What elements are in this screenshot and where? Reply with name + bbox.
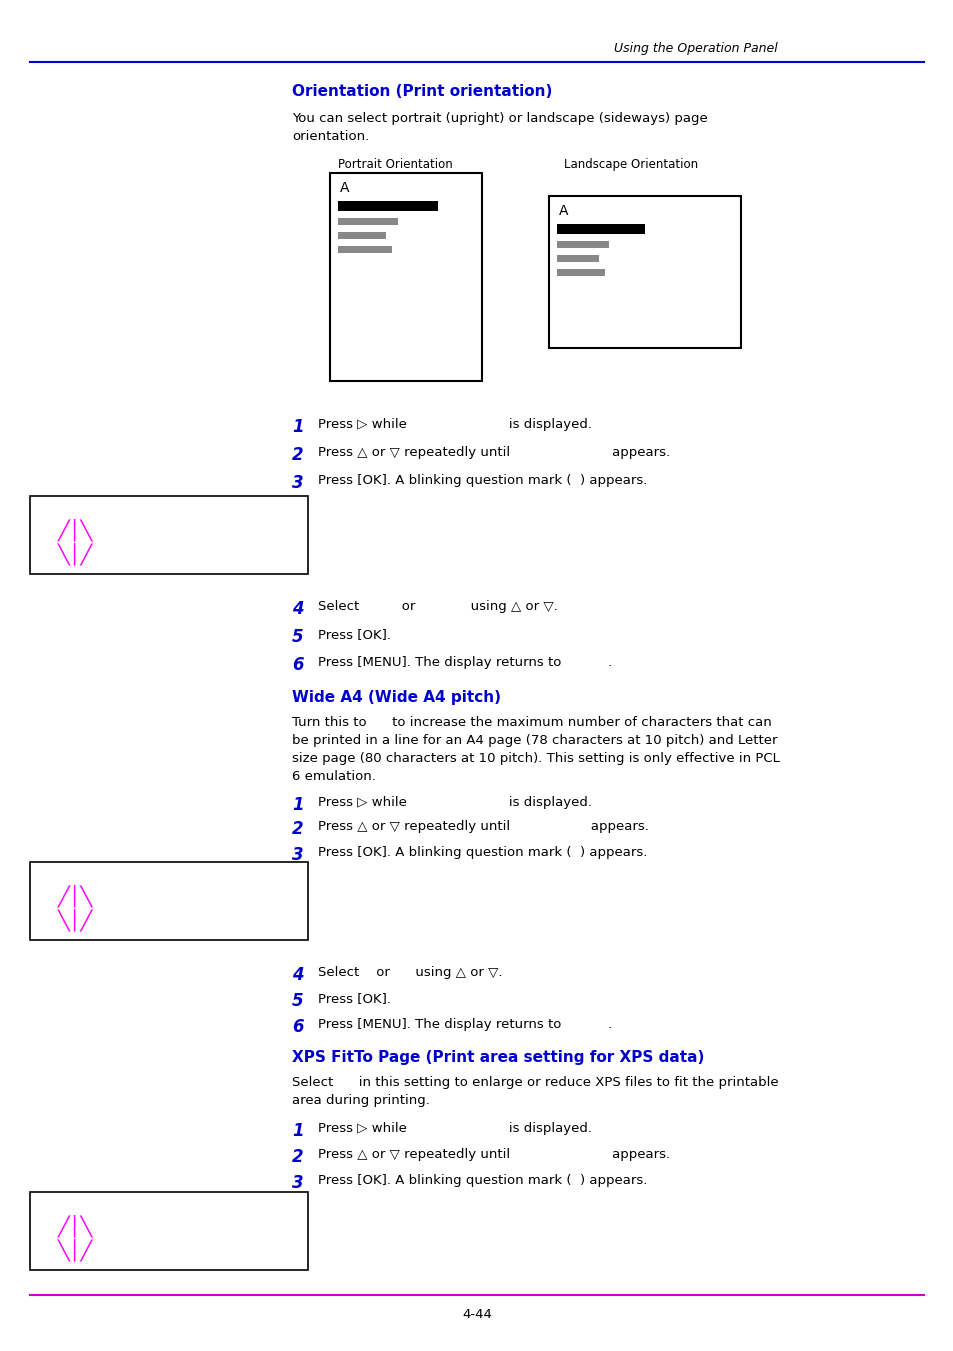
Text: XPS FitTo Page (Print area setting for XPS data): XPS FitTo Page (Print area setting for X…: [292, 1050, 703, 1065]
Bar: [337, 232, 386, 239]
Bar: [337, 201, 437, 211]
Text: Press [OK]. A blinking question mark (  ) appears.: Press [OK]. A blinking question mark ( )…: [317, 1174, 647, 1188]
Bar: [30, 862, 308, 940]
Text: Press ▷ while                        is displayed.: Press ▷ while is displayed.: [317, 1121, 592, 1135]
Text: 5: 5: [292, 992, 303, 1011]
Text: 2: 2: [292, 446, 303, 463]
Text: 1: 1: [292, 417, 303, 436]
Text: 3: 3: [292, 474, 303, 492]
Text: 4: 4: [292, 600, 303, 617]
Text: ╱│╲: ╱│╲: [58, 517, 93, 540]
Text: Select      in this setting to enlarge or reduce XPS files to fit the printable: Select in this setting to enlarge or red…: [292, 1075, 778, 1089]
Text: Orientation (Print orientation): Orientation (Print orientation): [292, 84, 552, 99]
Text: A: A: [339, 181, 349, 195]
Text: Select    or      using △ or ▽.: Select or using △ or ▽.: [317, 966, 502, 979]
Text: Turn this to      to increase the maximum number of characters that can: Turn this to to increase the maximum num…: [292, 716, 771, 730]
Text: 3: 3: [292, 846, 303, 865]
Text: 4: 4: [292, 966, 303, 984]
Bar: [330, 173, 481, 381]
Text: 6 emulation.: 6 emulation.: [292, 770, 375, 784]
Text: Press [OK]. A blinking question mark (  ) appears.: Press [OK]. A blinking question mark ( )…: [317, 846, 647, 859]
Text: 6: 6: [292, 1019, 303, 1036]
Text: Press [OK].: Press [OK].: [317, 992, 391, 1005]
Text: 3: 3: [292, 1174, 303, 1192]
Text: Press △ or ▽ repeatedly until                   appears.: Press △ or ▽ repeatedly until appears.: [317, 820, 648, 834]
Bar: [337, 246, 392, 253]
Text: 2: 2: [292, 1148, 303, 1166]
Bar: [337, 218, 397, 226]
Text: size page (80 characters at 10 pitch). This setting is only effective in PCL: size page (80 characters at 10 pitch). T…: [292, 753, 779, 765]
Text: Using the Operation Panel: Using the Operation Panel: [614, 42, 777, 55]
Text: ╲│╱: ╲│╱: [58, 908, 93, 931]
Text: area during printing.: area during printing.: [292, 1094, 430, 1106]
Bar: [548, 196, 740, 349]
Text: ╲│╱: ╲│╱: [58, 1238, 93, 1260]
Text: Press [MENU]. The display returns to           .: Press [MENU]. The display returns to .: [317, 657, 612, 669]
Bar: [557, 255, 598, 262]
Text: 2: 2: [292, 820, 303, 838]
Text: Press ▷ while                        is displayed.: Press ▷ while is displayed.: [317, 796, 592, 809]
Text: orientation.: orientation.: [292, 130, 369, 143]
Text: 1: 1: [292, 796, 303, 815]
Text: Press [OK].: Press [OK].: [317, 628, 391, 640]
Text: Press [OK]. A blinking question mark (  ) appears.: Press [OK]. A blinking question mark ( )…: [317, 474, 647, 486]
Text: ╲│╱: ╲│╱: [58, 542, 93, 565]
Text: Press △ or ▽ repeatedly until                        appears.: Press △ or ▽ repeatedly until appears.: [317, 1148, 669, 1161]
Text: Portrait Orientation: Portrait Orientation: [337, 158, 453, 172]
Text: 6: 6: [292, 657, 303, 674]
Text: A: A: [558, 204, 568, 218]
Text: 4-44: 4-44: [461, 1308, 492, 1321]
Text: Landscape Orientation: Landscape Orientation: [563, 158, 698, 172]
Text: You can select portrait (upright) or landscape (sideways) page: You can select portrait (upright) or lan…: [292, 112, 707, 126]
Bar: [30, 1192, 308, 1270]
Text: Wide A4 (Wide A4 pitch): Wide A4 (Wide A4 pitch): [292, 690, 500, 705]
Text: 1: 1: [292, 1121, 303, 1140]
Bar: [30, 496, 308, 574]
Bar: [557, 240, 608, 249]
Text: 5: 5: [292, 628, 303, 646]
Bar: [557, 224, 644, 234]
Text: be printed in a line for an A4 page (78 characters at 10 pitch) and Letter: be printed in a line for an A4 page (78 …: [292, 734, 777, 747]
Text: ╱│╲: ╱│╲: [58, 1215, 93, 1236]
Text: Press △ or ▽ repeatedly until                        appears.: Press △ or ▽ repeatedly until appears.: [317, 446, 669, 459]
Text: Press [MENU]. The display returns to           .: Press [MENU]. The display returns to .: [317, 1019, 612, 1031]
Text: ╱│╲: ╱│╲: [58, 884, 93, 907]
Text: Press ▷ while                        is displayed.: Press ▷ while is displayed.: [317, 417, 592, 431]
Text: Select          or             using △ or ▽.: Select or using △ or ▽.: [317, 600, 558, 613]
Bar: [557, 269, 604, 276]
